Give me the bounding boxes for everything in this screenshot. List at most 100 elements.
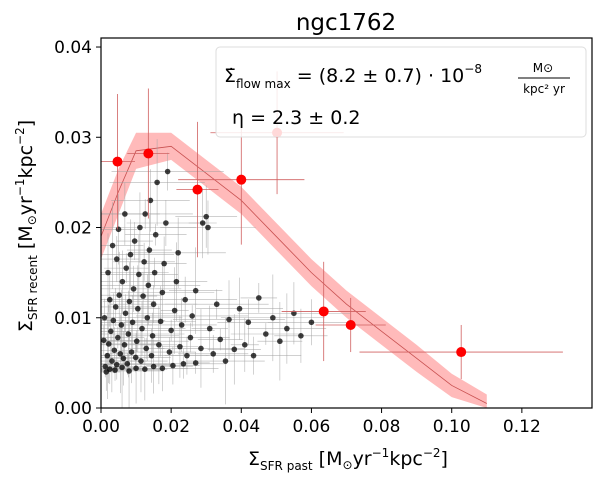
black-point: [122, 310, 129, 317]
black-point: [217, 336, 224, 343]
black-point: [135, 305, 141, 312]
black-point: [222, 358, 229, 364]
black-point: [277, 338, 283, 345]
black-point: [182, 296, 188, 303]
black-point: [143, 345, 150, 352]
black-point: [173, 278, 180, 285]
black-point: [127, 251, 134, 258]
black-point: [152, 231, 159, 238]
black-point: [109, 358, 115, 364]
black-point: [203, 213, 210, 220]
black-point: [291, 310, 297, 317]
black-point: [130, 286, 137, 292]
black-point: [205, 224, 211, 231]
red-point: [456, 347, 467, 358]
black-point: [161, 260, 167, 267]
black-point: [147, 197, 154, 204]
black-point: [308, 319, 315, 326]
black-points: [101, 168, 315, 375]
black-point: [131, 238, 138, 244]
black-point: [110, 317, 117, 324]
black-point: [159, 289, 166, 296]
red-point: [236, 174, 247, 185]
x-tick-label: 0.12: [503, 417, 541, 437]
black-point: [132, 354, 139, 361]
black-point: [270, 314, 276, 321]
black-point: [108, 328, 114, 335]
black-point: [140, 293, 146, 299]
black-point: [150, 363, 157, 370]
black-point: [154, 179, 160, 186]
black-point: [125, 331, 132, 337]
red-point: [345, 319, 356, 330]
black-point: [151, 269, 158, 276]
black-point: [166, 349, 173, 355]
black-point: [137, 224, 143, 231]
black-point: [113, 361, 120, 368]
black-point: [124, 360, 131, 367]
black-point: [184, 352, 190, 359]
y-axis-ticks: 0.00 0.01 0.02 0.03 0.04: [54, 38, 101, 419]
black-point: [133, 365, 139, 372]
black-point: [231, 346, 238, 353]
y-tick-label: 0.04: [54, 38, 92, 58]
x-tick-label: 0.06: [292, 417, 330, 437]
x-axis-ticks: 0.00 0.02 0.04 0.06 0.08 0.10 0.12: [82, 408, 541, 437]
flow-unit-num: M⊙: [533, 61, 553, 75]
black-point: [192, 287, 199, 294]
black-point: [115, 334, 121, 341]
black-point: [109, 242, 116, 249]
black-point: [245, 319, 252, 326]
black-point: [128, 349, 135, 355]
black-point: [206, 325, 213, 332]
black-point: [189, 313, 195, 319]
annotation-box: [215, 46, 587, 138]
y-tick-label: 0.02: [54, 219, 92, 239]
black-point: [139, 325, 145, 332]
black-point: [133, 338, 140, 345]
black-point: [170, 362, 176, 369]
y-tick-label: 0.00: [54, 399, 92, 419]
black-point: [136, 271, 142, 278]
model-band-line: [100, 145, 487, 404]
black-point: [105, 269, 111, 276]
black-point: [118, 322, 125, 328]
black-point: [141, 259, 147, 265]
black-point: [175, 249, 181, 256]
black-point: [213, 301, 220, 308]
x-axis-label: ΣSFR past [M⊙yr−1kpc−2]: [248, 446, 448, 473]
flow-unit-den: kpc² yr: [523, 82, 565, 96]
y-axis-label: ΣSFR recent [M⊙yr−1kpc−2]: [13, 120, 40, 332]
black-point: [168, 327, 174, 334]
black-point: [192, 360, 199, 366]
black-point: [112, 367, 118, 373]
black-point: [145, 282, 152, 289]
red-points: [112, 127, 467, 358]
black-point: [101, 314, 108, 321]
black-point: [298, 333, 304, 339]
black-point: [210, 351, 217, 357]
x-tick-label: 0.02: [152, 417, 190, 437]
black-point: [156, 342, 162, 348]
x-tick-label: 0.04: [222, 417, 260, 437]
x-tick-label: 0.00: [82, 417, 120, 437]
black-point: [163, 220, 169, 226]
black-point: [149, 333, 156, 339]
y-tick-label: 0.03: [54, 128, 92, 148]
black-point: [104, 352, 111, 359]
black-point: [142, 366, 148, 372]
black-point: [284, 325, 290, 332]
red-point: [192, 184, 203, 195]
black-point: [115, 226, 122, 233]
chart-title: ngc1762: [296, 10, 396, 36]
black-point: [111, 347, 118, 354]
black-point: [122, 211, 128, 217]
black-point: [171, 307, 178, 314]
black-point: [187, 334, 194, 341]
black-point: [126, 368, 132, 374]
black-point: [180, 360, 187, 367]
black-point: [117, 351, 124, 357]
black-point: [150, 301, 157, 308]
black-point: [121, 342, 128, 348]
